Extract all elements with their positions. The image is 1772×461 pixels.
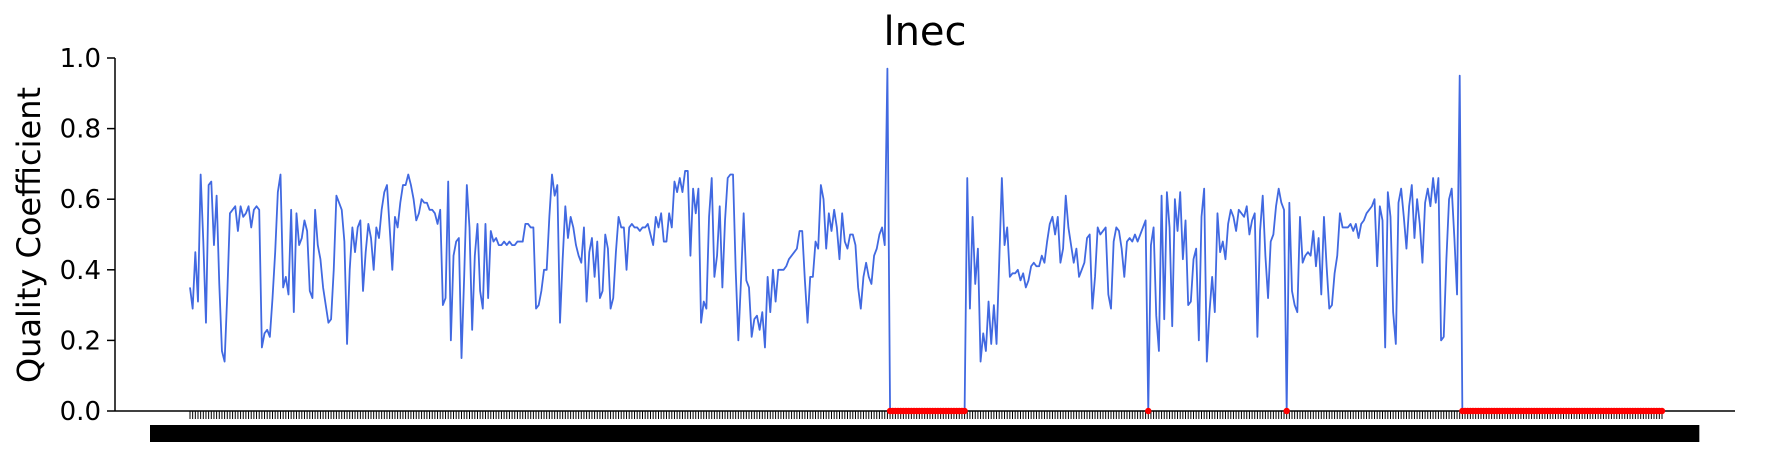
y-axis-ticks: 0.0 0.2 0.4 0.6 0.8 1.0 — [60, 44, 115, 427]
y-tick-label: 0.4 — [60, 256, 101, 286]
zero-markers — [886, 407, 1666, 415]
zero-marker — [1283, 407, 1290, 415]
zero-marker — [1658, 407, 1666, 415]
x-tick-label — [1619, 425, 1700, 442]
x-axis-ticks — [189, 411, 1663, 419]
chart-title: lnec — [883, 9, 966, 55]
zero-marker — [1145, 407, 1152, 415]
y-tick-label: 0.8 — [60, 115, 101, 145]
zero-marker — [961, 407, 968, 415]
x-axis-tick-labels — [150, 425, 1700, 442]
y-tick-label: 0.2 — [60, 326, 101, 356]
y-tick-label: 0.0 — [60, 397, 101, 427]
y-tick-label: 0.6 — [60, 185, 101, 215]
y-axis-label: Quality Coefficient — [10, 87, 48, 383]
y-tick-label: 1.0 — [60, 44, 101, 74]
quality-coefficient-line — [189, 67, 1662, 412]
